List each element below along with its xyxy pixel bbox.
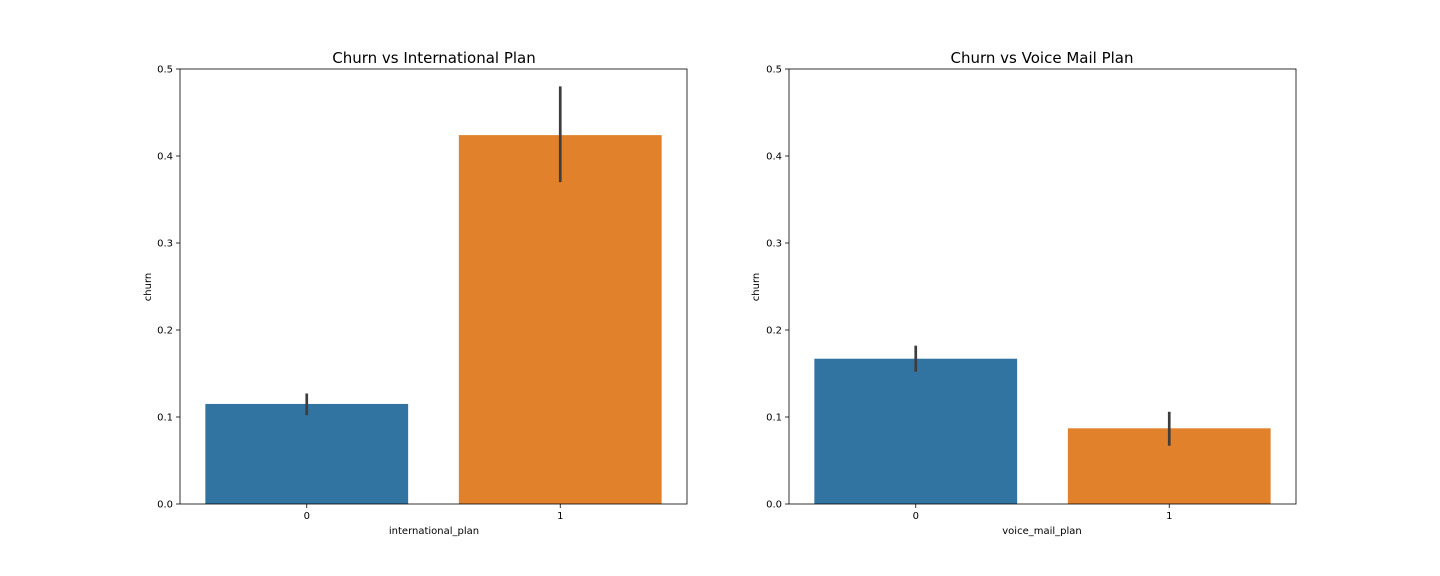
- y-tick-label: 0.5: [157, 65, 173, 76]
- error-bars: [305, 86, 562, 416]
- x-tick-label: 0: [304, 511, 310, 522]
- error-bars: [914, 345, 1171, 446]
- y-tick-label: 0.3: [766, 239, 782, 250]
- y-tick-label: 0.3: [157, 239, 173, 250]
- y-axis-label: churn: [751, 273, 762, 301]
- chart-title: Churn vs Voice Mail Plan: [951, 49, 1134, 67]
- y-tick-label: 0.5: [766, 65, 782, 76]
- chart-international-plan: Churn vs International Plan 0.0 0.1 0.2 0.3…: [143, 49, 688, 537]
- x-tick-label: 1: [557, 511, 563, 522]
- y-tick-label: 0.4: [766, 152, 782, 163]
- y-tick-label: 0.0: [157, 500, 173, 511]
- x-tick-label: 1: [1166, 511, 1172, 522]
- y-axis-label: churn: [143, 273, 154, 301]
- bars: [814, 358, 1271, 504]
- y-tick-label: 0.4: [157, 152, 173, 163]
- x-axis-label: international_plan: [389, 526, 479, 537]
- bar-0: [205, 403, 409, 504]
- bars: [205, 135, 662, 504]
- x-axis-label: voice_mail_plan: [1002, 526, 1081, 537]
- chart-voice-mail-plan: Churn vs Voice Mail Plan 0.0 0.1 0.2 0.3 0.4…: [751, 49, 1297, 537]
- bar-0: [814, 358, 1018, 504]
- y-ticks: 0.0 0.1 0.2 0.3 0.4 0.5: [766, 65, 789, 511]
- chart-title: Churn vs International Plan: [332, 49, 536, 67]
- y-tick-label: 0.2: [157, 326, 173, 337]
- y-tick-label: 0.0: [766, 500, 782, 511]
- y-tick-label: 0.1: [766, 413, 782, 424]
- x-tick-label: 0: [913, 511, 919, 522]
- y-ticks: 0.0 0.1 0.2 0.3 0.4 0.5: [157, 65, 180, 511]
- y-tick-label: 0.1: [157, 413, 173, 424]
- plot-frame: [788, 68, 1297, 505]
- bar-1: [458, 135, 662, 504]
- y-tick-label: 0.2: [766, 326, 782, 337]
- plot-frame: [179, 68, 688, 505]
